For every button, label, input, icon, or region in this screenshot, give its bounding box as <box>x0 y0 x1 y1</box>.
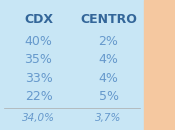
FancyBboxPatch shape <box>144 0 175 130</box>
Text: 22%: 22% <box>25 90 52 103</box>
Text: 34,0%: 34,0% <box>22 113 55 123</box>
FancyBboxPatch shape <box>0 0 144 130</box>
Text: CDX: CDX <box>24 13 53 26</box>
Text: 4%: 4% <box>99 72 118 84</box>
Text: 5%: 5% <box>99 90 118 103</box>
Text: 40%: 40% <box>25 35 52 48</box>
Text: 2%: 2% <box>99 35 118 48</box>
Text: 33%: 33% <box>25 72 52 84</box>
Text: 35%: 35% <box>25 53 52 66</box>
Text: 4%: 4% <box>99 53 118 66</box>
Text: CENTRO: CENTRO <box>80 13 137 26</box>
Text: 3,7%: 3,7% <box>95 113 122 123</box>
